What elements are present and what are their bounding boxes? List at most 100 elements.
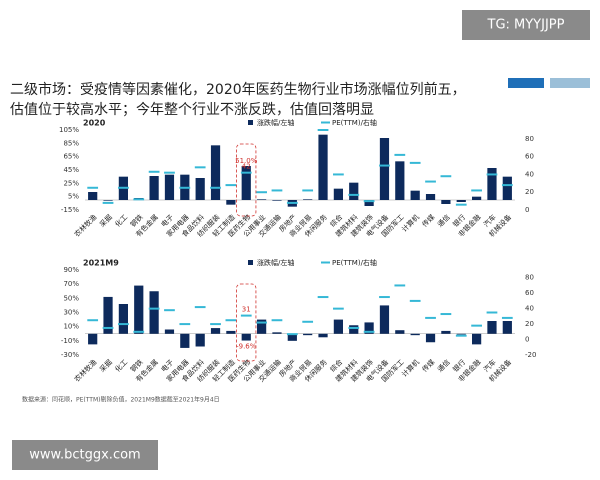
y-tick-label: -15%	[61, 206, 79, 214]
y2-tick-label: 20	[525, 320, 534, 328]
legend-label: PE(TTM)/右轴	[332, 118, 377, 127]
logo-mark	[508, 78, 544, 88]
bar	[226, 200, 236, 205]
bar	[395, 161, 405, 200]
data-label: 42	[242, 163, 251, 171]
bar	[441, 330, 451, 334]
y-tick-label: 50%	[63, 294, 79, 302]
y2-tick-label: 60	[525, 153, 534, 161]
logo-mark	[550, 78, 590, 88]
bar	[441, 200, 451, 204]
bar	[303, 333, 313, 336]
bar	[272, 332, 282, 334]
y2-tick-label: 60	[525, 289, 534, 297]
bar	[364, 200, 374, 206]
y-tick-label: -10%	[61, 337, 79, 345]
bar	[349, 182, 359, 200]
bar	[210, 145, 221, 200]
bar	[257, 319, 267, 334]
bar	[303, 199, 313, 200]
bar	[118, 304, 128, 334]
bar	[487, 168, 497, 200]
y-tick-label: 90%	[63, 266, 79, 274]
data-label: 51.0%	[235, 157, 258, 165]
bar	[241, 166, 251, 200]
y-tick-label: 65%	[63, 153, 79, 161]
legend-swatch	[248, 120, 253, 125]
slide-title: 二级市场：受疫情等因素催化，2020年医药生物行业市场涨幅位列前五，	[10, 81, 466, 98]
y2-tick-label: 80	[525, 274, 534, 282]
watermark: TG: MYYJJPP	[487, 18, 565, 33]
data-label: 31	[242, 306, 251, 314]
bar	[195, 333, 205, 347]
bar	[88, 192, 98, 200]
bar	[472, 333, 482, 345]
bar	[88, 333, 98, 345]
bar	[333, 188, 343, 200]
chart-title: 2020	[83, 119, 106, 128]
bar	[103, 296, 113, 334]
y-tick-label: 5%	[68, 193, 79, 201]
legend-label: 涨跌幅/左轴	[257, 258, 294, 267]
y2-tick-label: 40	[525, 170, 534, 178]
bar	[349, 325, 359, 334]
y-tick-label: 30%	[63, 309, 79, 317]
y2-tick-label: -20	[525, 351, 536, 359]
bar	[410, 190, 420, 200]
bar	[456, 200, 466, 202]
bar	[195, 178, 205, 200]
bar	[318, 333, 328, 338]
y-tick-label: -30%	[61, 351, 79, 359]
bar	[379, 305, 390, 334]
bar	[164, 329, 175, 334]
data-label: -9.6%	[236, 343, 257, 351]
y2-tick-label: 0	[525, 336, 529, 344]
bar	[364, 322, 374, 334]
bar	[425, 333, 436, 343]
bar	[103, 200, 113, 201]
slide-title: 估值位于较高水平；今年整个行业不涨反跌，估值回落明显	[10, 101, 374, 118]
footer: 数据来源：同花顺，PE(TTM)剔除负值，2021M9数据截至2021年9月4日	[22, 396, 220, 404]
bar	[425, 194, 436, 200]
legend-swatch	[248, 260, 253, 265]
y-tick-label: 10%	[63, 323, 79, 331]
bar	[210, 328, 221, 334]
y-tick-label: 25%	[63, 179, 79, 187]
legend-label: PE(TTM)/右轴	[332, 258, 377, 267]
highlight-box	[236, 283, 257, 362]
bar	[149, 176, 159, 200]
watermark-box	[12, 440, 158, 470]
y2-tick-label: 0	[525, 206, 529, 214]
logo	[508, 78, 590, 88]
bar	[472, 196, 482, 200]
y2-tick-label: 80	[525, 135, 534, 143]
bar	[502, 176, 512, 200]
watermark: www.bctggx.com	[29, 448, 140, 463]
bar	[502, 321, 512, 334]
bar	[379, 138, 390, 200]
watermark-box	[462, 10, 590, 40]
y-tick-label: 70%	[63, 280, 79, 288]
bar	[410, 333, 420, 336]
highlight-box	[236, 143, 257, 217]
legend-label: 涨跌幅/左轴	[257, 118, 294, 127]
bar	[257, 199, 267, 200]
bar	[395, 330, 405, 334]
chart-title: 2021M9	[83, 259, 119, 268]
y2-tick-label: 20	[525, 188, 534, 196]
bar	[487, 321, 497, 334]
bar	[287, 333, 297, 341]
bar	[318, 134, 328, 200]
bar	[149, 291, 159, 334]
bar	[456, 333, 466, 335]
bar	[272, 200, 282, 201]
bar	[180, 333, 190, 348]
y2-tick-label: 40	[525, 305, 534, 313]
bar	[134, 285, 144, 334]
bar	[164, 174, 175, 200]
bar	[333, 319, 343, 334]
bar	[226, 330, 236, 334]
y-tick-label: 45%	[63, 166, 79, 174]
